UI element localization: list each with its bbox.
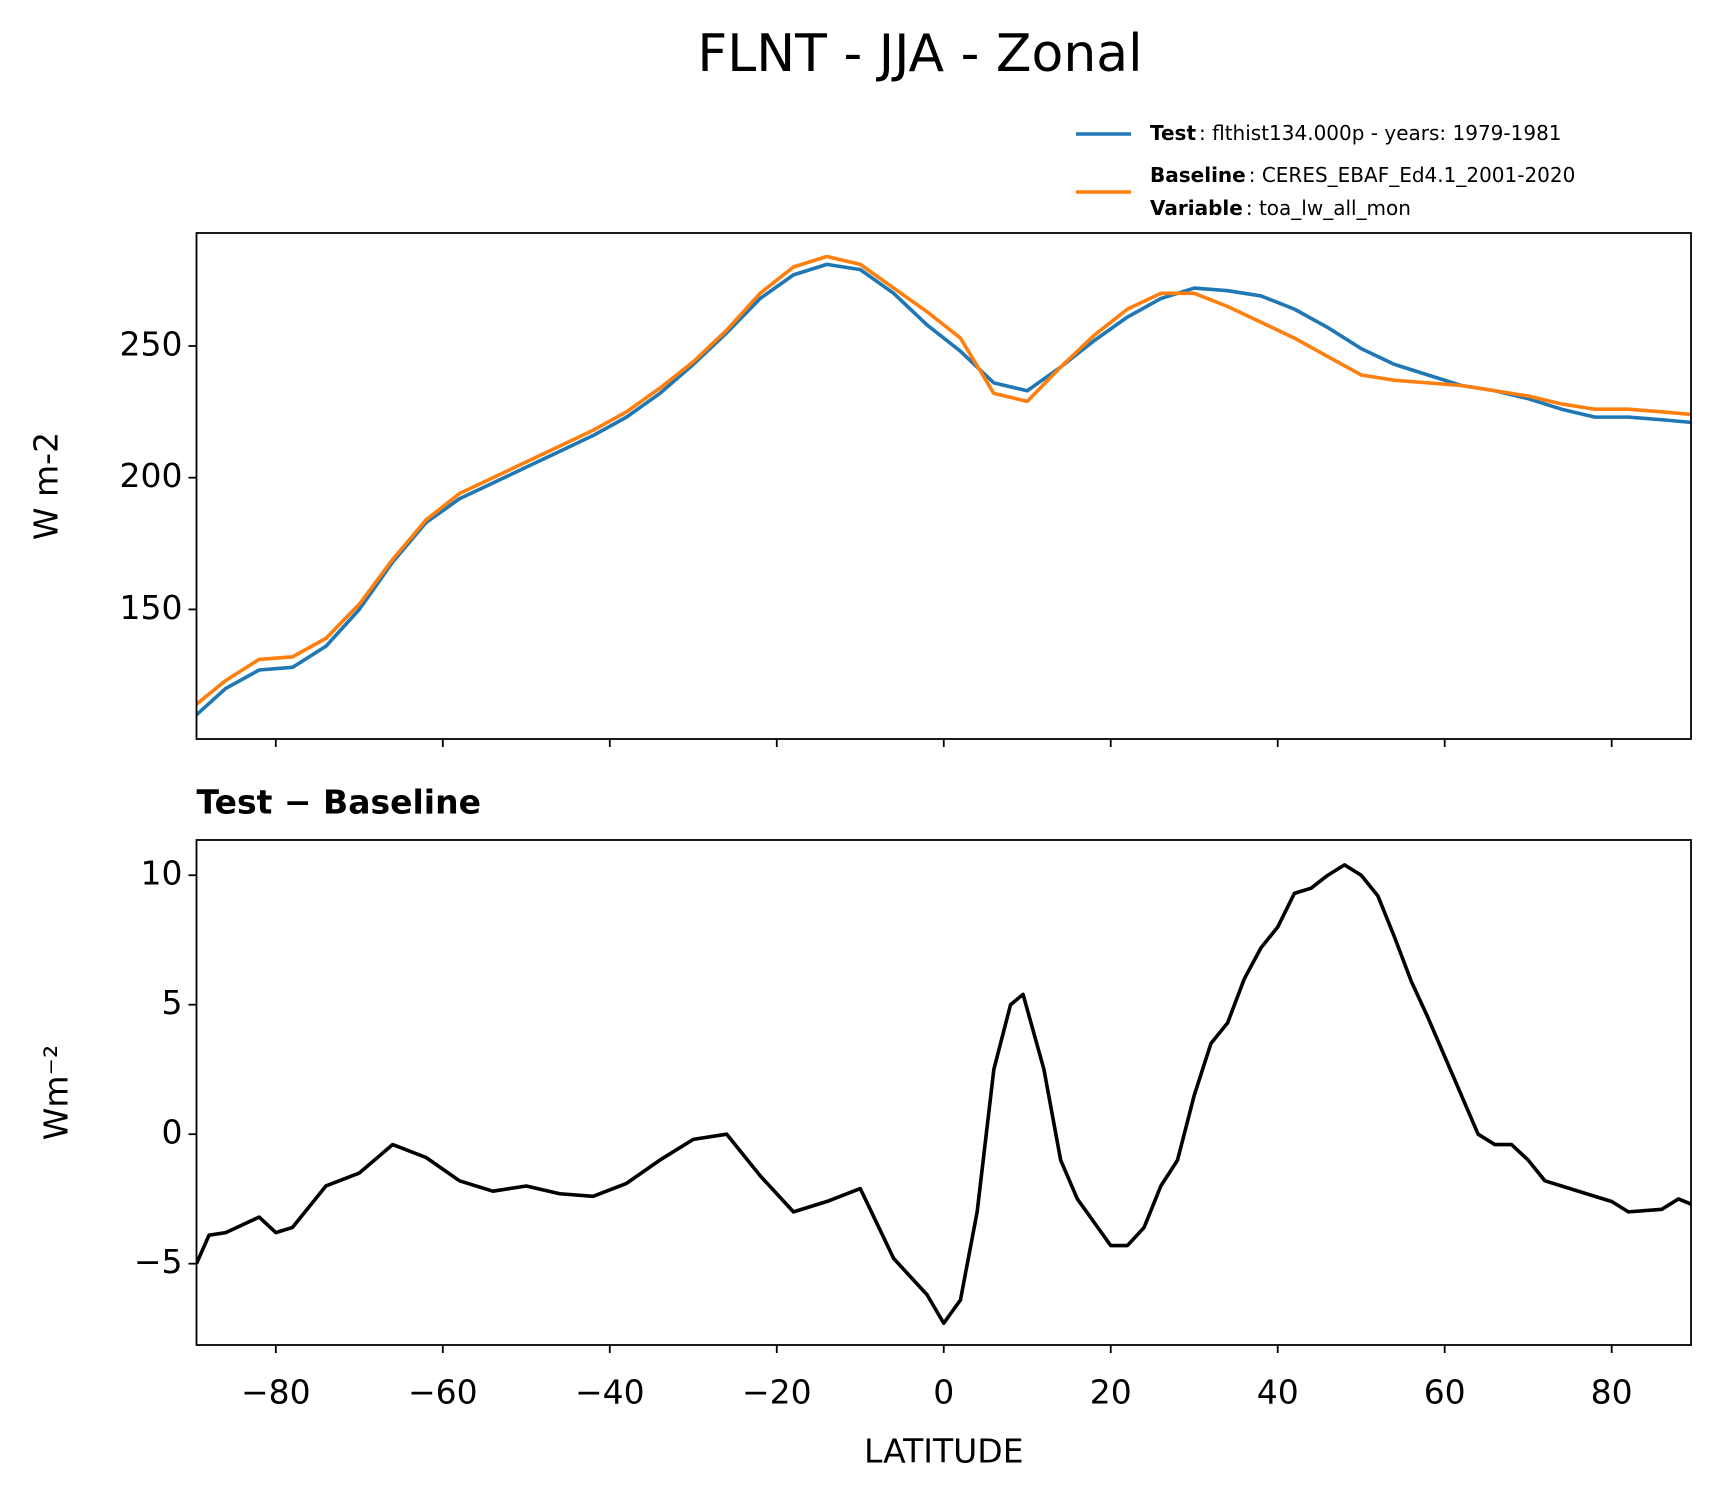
legend-name: Baseline (1150, 163, 1246, 187)
legend-entry: Baseline: CERES_EBAF_Ed4.1_2001-2020 (1150, 163, 1575, 187)
x-tick-label: −60 (408, 1373, 478, 1412)
y-tick-label: 0 (162, 1113, 183, 1152)
legend-entry: Variable: toa_lw_all_mon (1150, 196, 1411, 220)
x-tick-label: −40 (575, 1373, 645, 1412)
figure-title: FLNT - JJA - Zonal (697, 24, 1142, 84)
y-tick-label: 150 (120, 588, 183, 627)
x-tick-label: 20 (1090, 1373, 1132, 1412)
data-line (196, 262, 1691, 717)
y-tick-label: 5 (162, 983, 183, 1022)
y-tick-label: 250 (120, 325, 183, 364)
legend-label: : flthist134.000p - years: 1979-1981 (1199, 121, 1562, 145)
axes-frame (195, 232, 1692, 740)
x-axis-label: LATITUDE (864, 1432, 1024, 1471)
legend-entry: Test: flthist134.000p - years: 1979-1981 (1150, 121, 1562, 145)
data-line (196, 254, 1691, 706)
y-tick-label: 200 (120, 456, 183, 495)
legend-name: Variable (1150, 196, 1243, 220)
x-tick-label: 80 (1591, 1373, 1633, 1412)
y-tick-label: −5 (134, 1242, 183, 1281)
legend-name: Test (1150, 121, 1196, 145)
x-tick-label: 60 (1424, 1373, 1466, 1412)
subplot-title: Test − Baseline (197, 783, 482, 822)
data-line (196, 863, 1691, 1326)
axes-frame (195, 839, 1692, 1346)
x-tick-label: −20 (742, 1373, 812, 1412)
x-tick-label: 0 (933, 1373, 954, 1412)
y-axis-label: W m-2 (27, 432, 66, 540)
y-tick-label: 10 (141, 854, 183, 893)
x-tick-label: −80 (241, 1373, 311, 1412)
legend-label: : toa_lw_all_mon (1246, 196, 1411, 220)
legend-label: : CERES_EBAF_Ed4.1_2001-2020 (1249, 163, 1576, 187)
y-axis-label: Wm⁻² (37, 1045, 76, 1140)
x-tick-label: 40 (1257, 1373, 1299, 1412)
